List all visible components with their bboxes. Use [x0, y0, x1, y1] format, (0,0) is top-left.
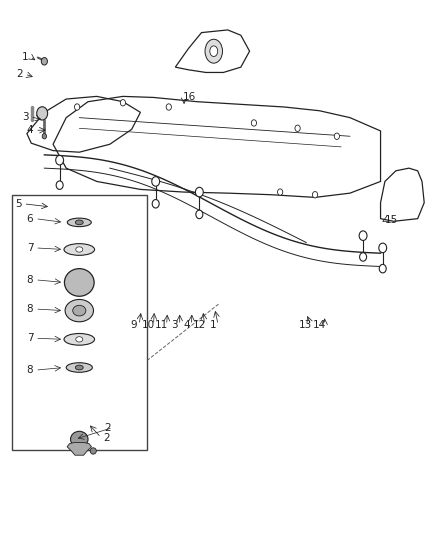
Ellipse shape [295, 125, 300, 132]
Ellipse shape [76, 247, 83, 252]
Text: 4: 4 [183, 320, 190, 330]
Ellipse shape [75, 220, 83, 225]
Ellipse shape [166, 104, 171, 110]
Ellipse shape [65, 300, 93, 322]
Text: 12: 12 [193, 320, 206, 330]
Text: 8: 8 [27, 304, 33, 314]
Text: 5: 5 [15, 199, 21, 209]
Ellipse shape [152, 199, 159, 208]
Ellipse shape [379, 264, 386, 273]
Ellipse shape [90, 448, 96, 454]
Text: 3: 3 [22, 111, 28, 122]
Text: 1: 1 [209, 320, 216, 330]
Ellipse shape [359, 231, 367, 240]
Text: 2: 2 [16, 69, 23, 79]
Ellipse shape [66, 363, 92, 372]
Text: 11: 11 [155, 320, 168, 330]
Ellipse shape [73, 305, 86, 316]
Text: 13: 13 [299, 320, 312, 330]
Text: 4: 4 [27, 125, 33, 135]
Text: 15: 15 [385, 215, 398, 225]
Text: 14: 14 [313, 320, 326, 330]
Ellipse shape [205, 39, 223, 63]
Ellipse shape [37, 107, 48, 120]
Ellipse shape [152, 176, 159, 186]
Ellipse shape [251, 120, 257, 126]
Text: 8: 8 [27, 275, 33, 285]
Text: 10: 10 [142, 320, 155, 330]
Text: 7: 7 [27, 333, 33, 343]
Ellipse shape [41, 58, 47, 65]
Ellipse shape [71, 431, 88, 447]
Ellipse shape [312, 191, 318, 198]
Ellipse shape [64, 269, 94, 296]
Ellipse shape [195, 187, 203, 197]
Text: 6: 6 [27, 214, 33, 224]
Text: 1: 1 [21, 52, 28, 61]
Ellipse shape [210, 46, 218, 56]
Ellipse shape [334, 133, 339, 140]
Ellipse shape [379, 243, 387, 253]
Ellipse shape [76, 337, 83, 342]
Ellipse shape [56, 181, 63, 189]
Text: 3: 3 [171, 320, 178, 330]
Ellipse shape [278, 189, 283, 195]
Ellipse shape [74, 104, 80, 110]
Polygon shape [67, 442, 92, 455]
Text: 2: 2 [104, 423, 111, 433]
Ellipse shape [360, 253, 367, 261]
Text: 9: 9 [131, 320, 137, 330]
Ellipse shape [64, 244, 95, 255]
Ellipse shape [120, 100, 126, 106]
Ellipse shape [67, 218, 91, 227]
Ellipse shape [64, 334, 95, 345]
Text: 7: 7 [27, 243, 33, 253]
Text: 16: 16 [183, 92, 196, 102]
Text: 2: 2 [103, 433, 110, 443]
Ellipse shape [42, 134, 46, 139]
Ellipse shape [196, 210, 203, 219]
Bar [12, 195, 147, 450]
Ellipse shape [75, 365, 83, 370]
Text: 8: 8 [27, 365, 33, 375]
Ellipse shape [56, 156, 64, 165]
